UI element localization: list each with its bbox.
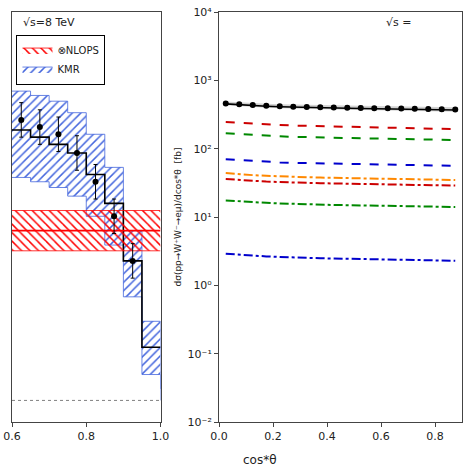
svg-text:⊗NLOPS: ⊗NLOPS bbox=[57, 45, 98, 56]
svg-text:0.6: 0.6 bbox=[372, 430, 390, 443]
svg-text:0.6: 0.6 bbox=[3, 430, 21, 443]
svg-text:10²: 10² bbox=[193, 143, 211, 156]
svg-text:1.0: 1.0 bbox=[152, 430, 170, 443]
svg-text:dσ(pp→W⁺W⁻→eμ)/dcos*θ [fb]: dσ(pp→W⁺W⁻→eμ)/dcos*θ [fb] bbox=[173, 147, 183, 286]
svg-text:KMR: KMR bbox=[57, 64, 79, 75]
svg-text:10³: 10³ bbox=[193, 74, 211, 87]
svg-text:√s=8 TeV: √s=8 TeV bbox=[23, 16, 75, 29]
svg-text:10⁰: 10⁰ bbox=[193, 279, 212, 292]
svg-text:0.8: 0.8 bbox=[78, 430, 96, 443]
svg-text:10⁴: 10⁴ bbox=[193, 6, 212, 19]
svg-text:0.4: 0.4 bbox=[318, 430, 336, 443]
svg-text:10⁻¹: 10⁻¹ bbox=[188, 348, 212, 361]
svg-text:0.2: 0.2 bbox=[264, 430, 282, 443]
svg-text:cos*θ: cos*θ bbox=[243, 453, 277, 467]
svg-text:10⁻²: 10⁻² bbox=[188, 416, 212, 429]
svg-text:√s =: √s = bbox=[386, 16, 411, 29]
svg-text:0.0: 0.0 bbox=[210, 430, 228, 443]
svg-text:0.8: 0.8 bbox=[426, 430, 444, 443]
svg-text:10¹: 10¹ bbox=[193, 211, 211, 224]
